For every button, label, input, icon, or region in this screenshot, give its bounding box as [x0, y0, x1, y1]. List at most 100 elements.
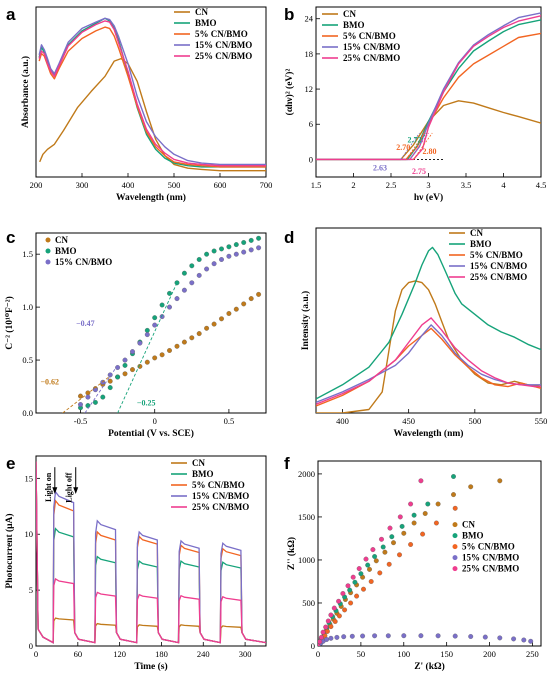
data-point: [372, 633, 378, 639]
legend-label: CN: [470, 228, 483, 238]
panel-letter: e: [6, 454, 15, 473]
value-annotation: −0.47: [76, 319, 95, 328]
data-point: [167, 290, 172, 296]
value-annotation: 2.80: [423, 147, 437, 156]
panel-d: d 400 450 500 550 Wavelength (nm) Intensity (a…: [284, 227, 548, 439]
legend-marker: [452, 555, 458, 561]
tangent-line: [405, 132, 426, 160]
data-point: [323, 624, 329, 630]
data-point: [367, 566, 372, 572]
data-point: [233, 251, 239, 257]
x-tick-label: 600: [214, 180, 227, 190]
data-point: [130, 349, 135, 355]
data-point: [379, 536, 384, 542]
data-point: [336, 598, 342, 604]
y-tick-label: 0: [29, 641, 33, 651]
series-line-0: [39, 57, 266, 172]
data-point: [332, 619, 338, 624]
x-tick-label: 3: [426, 180, 430, 190]
data-point: [324, 628, 330, 634]
data-point: [324, 637, 330, 642]
data-point: [189, 335, 195, 341]
legend-marker: [45, 237, 51, 243]
tangent-line: [117, 282, 178, 413]
plot-area: [318, 474, 534, 646]
y-axis-title: Absorbance (a.u.): [20, 56, 31, 128]
data-point: [248, 237, 254, 243]
panel-f: f 0 50 100 150 200 250 0 500 1000 1500 2000 Z' (kΩ) Z…: [284, 454, 542, 672]
series-line-4: [36, 461, 266, 644]
value-annotation: −0.25: [137, 399, 156, 408]
legend-label: 5% CN/BMO: [192, 480, 245, 490]
panel-letter: b: [284, 5, 294, 24]
x-tick-label: 4.5: [536, 180, 547, 190]
data-point: [336, 613, 342, 619]
y-tick-label: 6: [309, 119, 313, 129]
panel-a: a 200 300 400 500 600 700 Wavelength (nm) Absorb…: [6, 5, 272, 203]
legend-label: 25% CN/BMO: [195, 51, 252, 61]
x-tick-label: 180: [155, 649, 168, 659]
data-point: [100, 394, 106, 400]
panel-c: c -0.5 0 0.5 0.0 0.5 1.0 1.5 Potential (V vs. SC…: [4, 228, 267, 439]
x-tick-label: 0: [34, 649, 38, 659]
plot-frame: [317, 460, 542, 647]
legend-label: 15% CN/BMO: [343, 42, 400, 52]
x-tick-label: 300: [76, 180, 89, 190]
data-point: [152, 355, 158, 361]
data-point: [342, 607, 348, 613]
data-point: [331, 605, 337, 611]
data-point: [122, 362, 128, 368]
x-tick-label: 120: [113, 649, 126, 659]
data-point: [411, 512, 417, 518]
x-tick-label: 500: [168, 180, 181, 190]
legend-label: BMO: [470, 239, 492, 249]
data-point: [107, 378, 113, 384]
panel-b: b 1.5 2 2.5 3 3.5 4 4.5 0 6 12 18 24 hν (eV) (αhν)² (e…: [284, 5, 546, 203]
data-point: [85, 394, 91, 400]
data-point: [318, 643, 321, 646]
data-point: [334, 634, 340, 640]
data-point: [451, 474, 456, 479]
light-annotation: Light off: [65, 472, 74, 502]
legend-label: BMO: [462, 531, 484, 541]
data-point: [389, 534, 395, 540]
y-tick-label: 5: [29, 585, 33, 595]
x-tick-label: 500: [468, 416, 481, 426]
data-point: [511, 636, 517, 642]
panel-letter: f: [284, 454, 290, 473]
data-point: [347, 587, 353, 593]
data-point: [418, 633, 424, 639]
data-point: [115, 374, 121, 380]
data-point: [348, 600, 354, 606]
y-tick-label: 0.0: [22, 408, 33, 418]
plot-area: [62, 235, 262, 413]
data-point: [397, 552, 402, 558]
data-point: [241, 301, 247, 307]
data-point: [354, 593, 360, 599]
legend-label: 25% CN/BMO: [343, 53, 400, 63]
data-point: [452, 505, 458, 511]
data-point: [144, 359, 150, 365]
data-point: [468, 634, 474, 639]
y-axis-title: Intensity (a.u.): [300, 291, 311, 350]
data-point: [85, 403, 91, 409]
x-tick-label: 550: [535, 416, 548, 426]
series-line-0: [316, 280, 541, 413]
x-tick-label: 100: [397, 649, 410, 659]
legend-label: 5% CN/BMO: [470, 250, 523, 260]
data-point: [397, 514, 403, 520]
data-point: [130, 367, 135, 373]
data-point: [528, 638, 534, 644]
x-axis-title: Time (s): [134, 661, 167, 672]
legend-label: CN: [55, 235, 68, 245]
data-point: [468, 484, 474, 490]
panel-letter: a: [6, 5, 16, 24]
data-point: [174, 343, 180, 349]
data-point: [92, 387, 98, 393]
data-point: [373, 558, 379, 564]
y-tick-label: 2000: [298, 469, 315, 479]
x-tick-label: 2: [351, 180, 355, 190]
